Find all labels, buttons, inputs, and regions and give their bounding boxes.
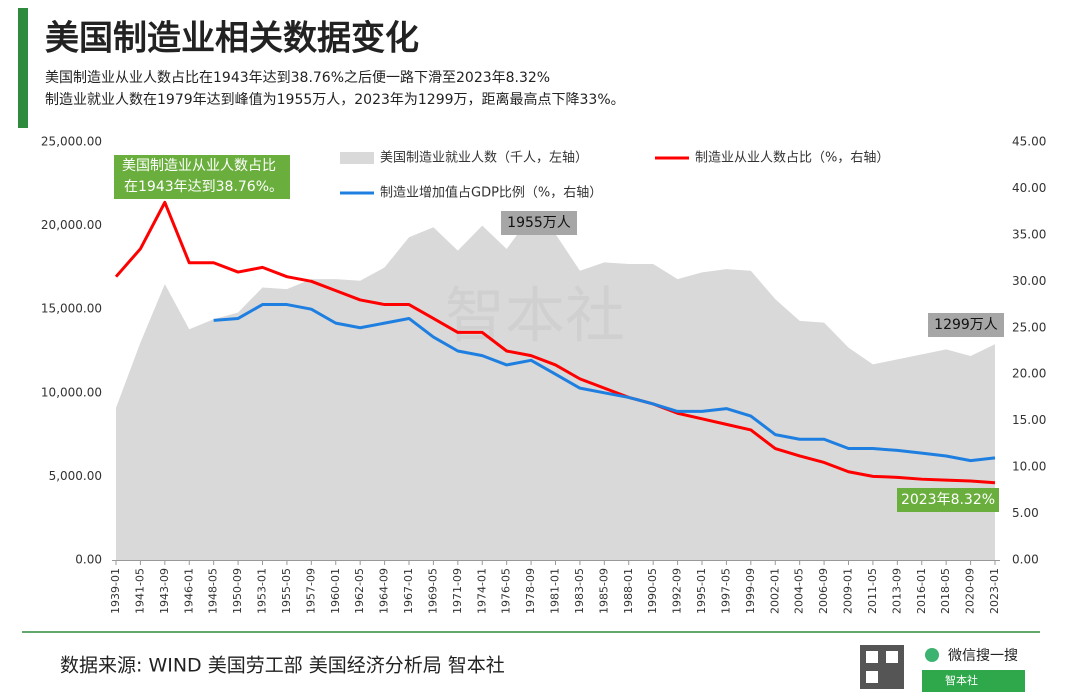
annotation: 1955万人 (507, 215, 571, 231)
x-tick-label: 1953-01 (256, 568, 269, 614)
x-tick-label: 1988-01 (622, 568, 635, 614)
search-label: 微信搜一搜 (948, 648, 1018, 664)
x-tick-label: 1962-05 (353, 568, 366, 614)
y2-tick-label: 10.00 (1012, 460, 1046, 474)
x-tick-label: 1948-05 (207, 568, 220, 614)
wechat-icon (925, 648, 939, 662)
x-tick-label: 1985-09 (597, 568, 610, 614)
x-tick-label: 1964-09 (378, 568, 391, 614)
x-tick-label: 2004-05 (793, 568, 806, 614)
x-tick-label: 1981-01 (549, 568, 562, 614)
x-tick-label: 1995-01 (695, 568, 708, 614)
y2-tick-label: 40.00 (1012, 181, 1046, 195)
source: 数据来源: WIND 美国劳工部 美国经济分析局 智本社 (60, 655, 505, 677)
header-bar (18, 8, 28, 128)
x-tick-label: 1999-09 (744, 568, 757, 614)
annotation-box (501, 211, 577, 235)
annotation: 1299万人 (934, 317, 998, 333)
x-tick-label: 2006-09 (817, 568, 830, 614)
y2-tick-label: 30.00 (1012, 274, 1046, 288)
y2-tick-label: 0.00 (1012, 553, 1039, 567)
x-tick-label: 1946-01 (182, 568, 195, 614)
y2-tick-label: 20.00 (1012, 367, 1046, 381)
annotation-box (114, 155, 290, 199)
x-tick-label: 1941-05 (133, 568, 146, 614)
subtitle: 美国制造业从业人数占比在1943年达到38.76%之后便一路下滑至2023年8.… (45, 69, 550, 86)
annotation: 2023年8.32% (901, 492, 995, 508)
x-tick-label: 1969-05 (426, 568, 439, 614)
y2-tick-label: 5.00 (1012, 506, 1039, 520)
subtitle: 制造业就业人数在1979年达到峰值为1955万人，2023年为1299万，距离最… (45, 91, 625, 108)
x-tick-label: 2009-01 (842, 568, 855, 614)
search-account: 智本社 (945, 673, 978, 687)
x-tick-label: 2002-01 (768, 568, 781, 614)
legend-label: 制造业增加值占GDP比例（%，右轴） (380, 185, 602, 201)
line (213, 303, 996, 463)
x-tick-label: 1990-05 (646, 568, 659, 614)
annotation-box (897, 488, 999, 512)
legend-label: 美国制造业就业人数（千人，左轴） (380, 151, 588, 166)
qr-code (866, 651, 878, 663)
x-tick-label: 2011-05 (866, 568, 879, 614)
y2-tick-label: 25.00 (1012, 320, 1046, 334)
y-tick-label: 0.00 (75, 553, 102, 567)
x-tick-label: 1997-05 (719, 568, 732, 614)
y-tick-label: 25,000.00 (41, 135, 102, 149)
x-tick-label: 2016-01 (915, 568, 928, 614)
x-tick-label: 1992-09 (671, 568, 684, 614)
chart-title: 美国制造业相关数据变化 (45, 19, 419, 59)
watermark: 智本社 (445, 282, 625, 352)
annotation-box (928, 313, 1004, 337)
x-tick-label: 1943-09 (158, 568, 171, 614)
x-tick-label: 1960-01 (329, 568, 342, 614)
x-tick-label: 1971-09 (451, 568, 464, 614)
search-box[interactable] (922, 670, 1025, 692)
y2-tick-label: 45.00 (1012, 135, 1046, 149)
x-tick-label: 1967-01 (402, 568, 415, 614)
line (114, 200, 996, 485)
x-tick-label: 1955-05 (280, 568, 293, 614)
x-tick-label: 1976-05 (500, 568, 513, 614)
y-tick-label: 10,000.00 (41, 385, 102, 399)
y2-tick-label: 35.00 (1012, 227, 1046, 241)
x-tick-label: 1974-01 (475, 568, 488, 614)
x-tick-label: 2018-05 (939, 568, 952, 614)
annotation: 在1943年达到38.76%。 (124, 179, 283, 195)
y-tick-label: 20,000.00 (41, 218, 102, 232)
y-tick-label: 5,000.00 (49, 469, 102, 483)
x-tick-label: 1978-09 (524, 568, 537, 614)
legend-label: 制造业从业人数占比（%，右轴） (695, 151, 889, 166)
legend-swatch (340, 152, 374, 164)
qr-code (886, 651, 898, 663)
x-tick-label: 2020-09 (964, 568, 977, 614)
x-tick-label: 1957-09 (304, 568, 317, 614)
x-tick-label: 2023-01 (988, 568, 1001, 614)
x-tick-label: 1939-01 (109, 568, 122, 614)
x-tick-label: 1950-09 (231, 568, 244, 614)
qr-code (866, 671, 878, 683)
y-tick-label: 15,000.00 (41, 302, 102, 316)
x-tick-label: 1983-05 (573, 568, 586, 614)
x-tick-label: 2013-09 (890, 568, 903, 614)
annotation: 美国制造业从业人数占比 (122, 158, 276, 174)
plot (116, 215, 995, 560)
y2-tick-label: 15.00 (1012, 413, 1046, 427)
area (116, 215, 995, 560)
